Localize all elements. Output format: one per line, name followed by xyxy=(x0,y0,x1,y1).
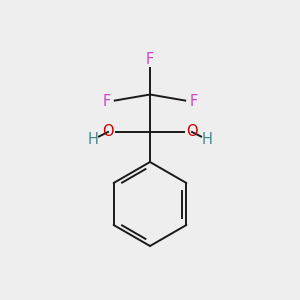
Text: O: O xyxy=(102,124,114,140)
Text: F: F xyxy=(102,94,111,110)
Text: F: F xyxy=(189,94,198,110)
Text: O: O xyxy=(186,124,198,140)
Text: F: F xyxy=(146,52,154,68)
Text: H: H xyxy=(88,132,98,147)
Text: H: H xyxy=(202,132,212,147)
